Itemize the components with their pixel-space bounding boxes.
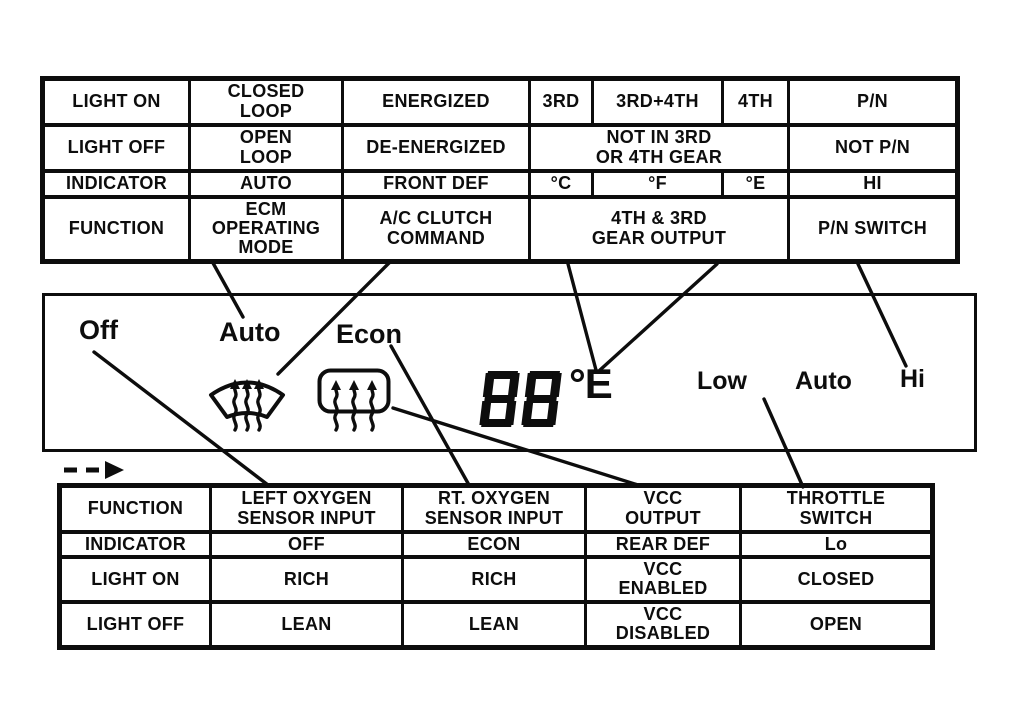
table-row: LIGHT ON CLOSED LOOP ENERGIZED 3RD 3RD+4… bbox=[41, 76, 959, 127]
table-cell: °C bbox=[528, 168, 594, 199]
row-label-cell: INDICATOR bbox=[41, 168, 191, 199]
table-row: INDICATOR AUTO FRONT DEF °C °F °E HI bbox=[41, 168, 959, 199]
row-label-cell: LIGHT OFF bbox=[41, 122, 191, 173]
table-cell: NOT IN 3RD OR 4TH GEAR bbox=[528, 122, 790, 173]
segment-digit bbox=[479, 371, 520, 427]
panel-label-off: Off bbox=[79, 315, 118, 345]
table-row: FUNCTION ECM OPERATING MODE A/C CLUTCH C… bbox=[41, 194, 959, 264]
table-cell: ECM OPERATING MODE bbox=[188, 194, 344, 264]
panel-label-auto-left: Auto bbox=[219, 317, 281, 347]
panel-label-econ: Econ bbox=[336, 319, 403, 349]
top-function-table: LIGHT ON CLOSED LOOP ENERGIZED 3RD 3RD+4… bbox=[40, 76, 960, 264]
table-cell: A/C CLUTCH COMMAND bbox=[341, 194, 531, 264]
table-cell: VCC ENABLED bbox=[584, 554, 742, 604]
table-cell: ECON bbox=[401, 529, 587, 559]
segment-digit bbox=[521, 371, 562, 427]
table-cell: LEAN bbox=[209, 599, 404, 650]
table-cell: LEFT OXYGEN SENSOR INPUT bbox=[209, 483, 404, 534]
row-label-cell: FUNCTION bbox=[41, 194, 191, 264]
panel-label-low: Low bbox=[697, 367, 747, 395]
table-cell: AUTO bbox=[188, 168, 344, 199]
bottom-function-table: FUNCTION LEFT OXYGEN SENSOR INPUT RT. OX… bbox=[57, 483, 935, 650]
front-defrost-icon bbox=[209, 379, 285, 432]
table-cell: RICH bbox=[401, 554, 587, 604]
table-cell: °F bbox=[591, 168, 724, 199]
table-cell: RT. OXYGEN SENSOR INPUT bbox=[401, 483, 587, 534]
table-cell: VCC OUTPUT bbox=[584, 483, 742, 534]
table-cell: HI bbox=[787, 168, 959, 199]
row-label-cell: FUNCTION bbox=[58, 483, 212, 534]
table-cell: 4TH & 3RD GEAR OUTPUT bbox=[528, 194, 790, 264]
row-label-cell: LIGHT OFF bbox=[58, 599, 212, 650]
table-cell: REAR DEF bbox=[584, 529, 742, 559]
table-row: LIGHT OFF LEAN LEAN VCC DISABLED OPEN bbox=[58, 599, 934, 650]
table-row: FUNCTION LEFT OXYGEN SENSOR INPUT RT. OX… bbox=[58, 483, 934, 534]
temp-unit-label: °E bbox=[569, 360, 613, 407]
table-cell: 4TH bbox=[721, 76, 790, 127]
table-cell: 3RD+4TH bbox=[591, 76, 724, 127]
table-cell: RICH bbox=[209, 554, 404, 604]
table-row: INDICATOR OFF ECON REAR DEF Lo bbox=[58, 529, 934, 559]
table-cell: 3RD bbox=[528, 76, 594, 127]
table-cell: OPEN LOOP bbox=[188, 122, 344, 173]
table-cell: °E bbox=[721, 168, 790, 199]
table-cell: P/N bbox=[787, 76, 959, 127]
row-label-cell: LIGHT ON bbox=[41, 76, 191, 127]
table-cell: LEAN bbox=[401, 599, 587, 650]
table-cell: THROTTLE SWITCH bbox=[739, 483, 934, 534]
table-cell: NOT P/N bbox=[787, 122, 959, 173]
table-cell: VCC DISABLED bbox=[584, 599, 742, 650]
table-row: LIGHT OFF OPEN LOOP DE-ENERGIZED NOT IN … bbox=[41, 122, 959, 173]
table-cell: OPEN bbox=[739, 599, 934, 650]
table-cell: DE-ENERGIZED bbox=[341, 122, 531, 173]
row-label-cell: LIGHT ON bbox=[58, 554, 212, 604]
dashed-arrow-icon bbox=[64, 461, 124, 479]
instrument-display-panel: Off Auto Econ Low Auto Hi bbox=[42, 293, 977, 452]
table-cell: P/N SWITCH bbox=[787, 194, 959, 264]
row-label-cell: INDICATOR bbox=[58, 529, 212, 559]
table-cell: FRONT DEF bbox=[341, 168, 531, 199]
table-cell: CLOSED bbox=[739, 554, 934, 604]
table-row: LIGHT ON RICH RICH VCC ENABLED CLOSED bbox=[58, 554, 934, 604]
table-cell: ENERGIZED bbox=[341, 76, 531, 127]
seven-segment-display bbox=[479, 371, 562, 427]
table-cell: OFF bbox=[209, 529, 404, 559]
panel-label-auto-right: Auto bbox=[795, 367, 852, 395]
table-cell: Lo bbox=[739, 529, 934, 559]
table-cell: CLOSED LOOP bbox=[188, 76, 344, 127]
panel-label-hi: Hi bbox=[900, 365, 925, 393]
rear-defrost-icon bbox=[317, 368, 391, 432]
